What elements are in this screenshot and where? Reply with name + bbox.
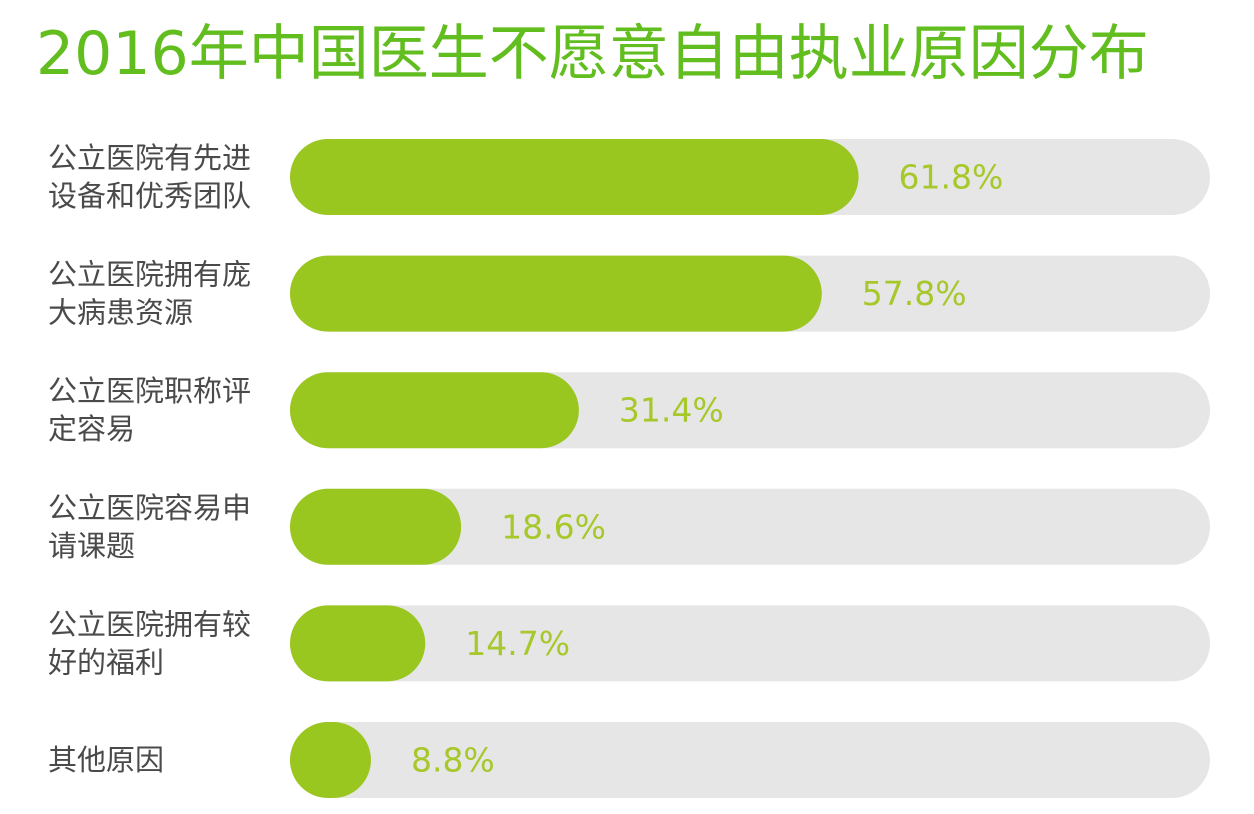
value-label: 61.8%	[899, 158, 1004, 197]
bar-row: 18.6% 公立医院容易申请课题	[48, 488, 1210, 565]
category-label-line: 定容易	[48, 412, 135, 446]
category-label-line: 公立医院容易申	[48, 491, 251, 525]
bar	[290, 605, 426, 682]
bars-layer: 61.8% 公立医院有先进设备和优秀团队 57.8% 公立医院拥有庞大病患资源 31.4…	[48, 139, 1210, 798]
category-label: 公立医院拥有较好的福利	[48, 607, 251, 679]
bar	[290, 139, 859, 215]
category-label-line: 公立医院拥有庞	[48, 258, 251, 292]
bar-track	[290, 722, 1210, 798]
bar-track	[290, 605, 1210, 682]
bar	[290, 722, 371, 798]
category-label: 公立医院容易申请课题	[48, 491, 251, 563]
bar	[290, 488, 462, 565]
category-label: 公立医院职称评定容易	[48, 374, 251, 446]
bar-row: 61.8% 公立医院有先进设备和优秀团队	[48, 139, 1210, 215]
category-label: 其他原因	[48, 743, 164, 777]
category-label: 公立医院拥有庞大病患资源	[48, 258, 251, 330]
value-label: 31.4%	[619, 391, 724, 430]
category-label: 公立医院有先进设备和优秀团队	[48, 141, 251, 213]
bar-row: 8.8% 其他原因	[48, 722, 1210, 798]
category-label-line: 大病患资源	[48, 296, 193, 330]
value-label: 8.8%	[411, 741, 495, 780]
category-label-line: 公立医院有先进	[48, 141, 251, 175]
bar-row: 31.4% 公立医院职称评定容易	[48, 372, 1210, 449]
category-label-line: 请课题	[48, 529, 135, 563]
category-label-line: 好的福利	[48, 645, 164, 679]
category-label-line: 其他原因	[48, 743, 164, 777]
value-label: 14.7%	[465, 624, 570, 663]
category-label-line: 设备和优秀团队	[48, 179, 251, 213]
category-label-line: 公立医院职称评	[48, 374, 251, 408]
bar-track	[290, 488, 1210, 565]
category-label-line: 公立医院拥有较	[48, 607, 251, 641]
bar	[290, 372, 579, 449]
bar	[290, 255, 822, 332]
value-label: 57.8%	[862, 274, 967, 313]
value-label: 18.6%	[501, 507, 606, 546]
chart-title: 2016年中国医生不愿意自由执业原因分布	[36, 19, 1149, 89]
bar-row: 57.8% 公立医院拥有庞大病患资源	[48, 255, 1210, 332]
bar-row: 14.7% 公立医院拥有较好的福利	[48, 605, 1210, 682]
